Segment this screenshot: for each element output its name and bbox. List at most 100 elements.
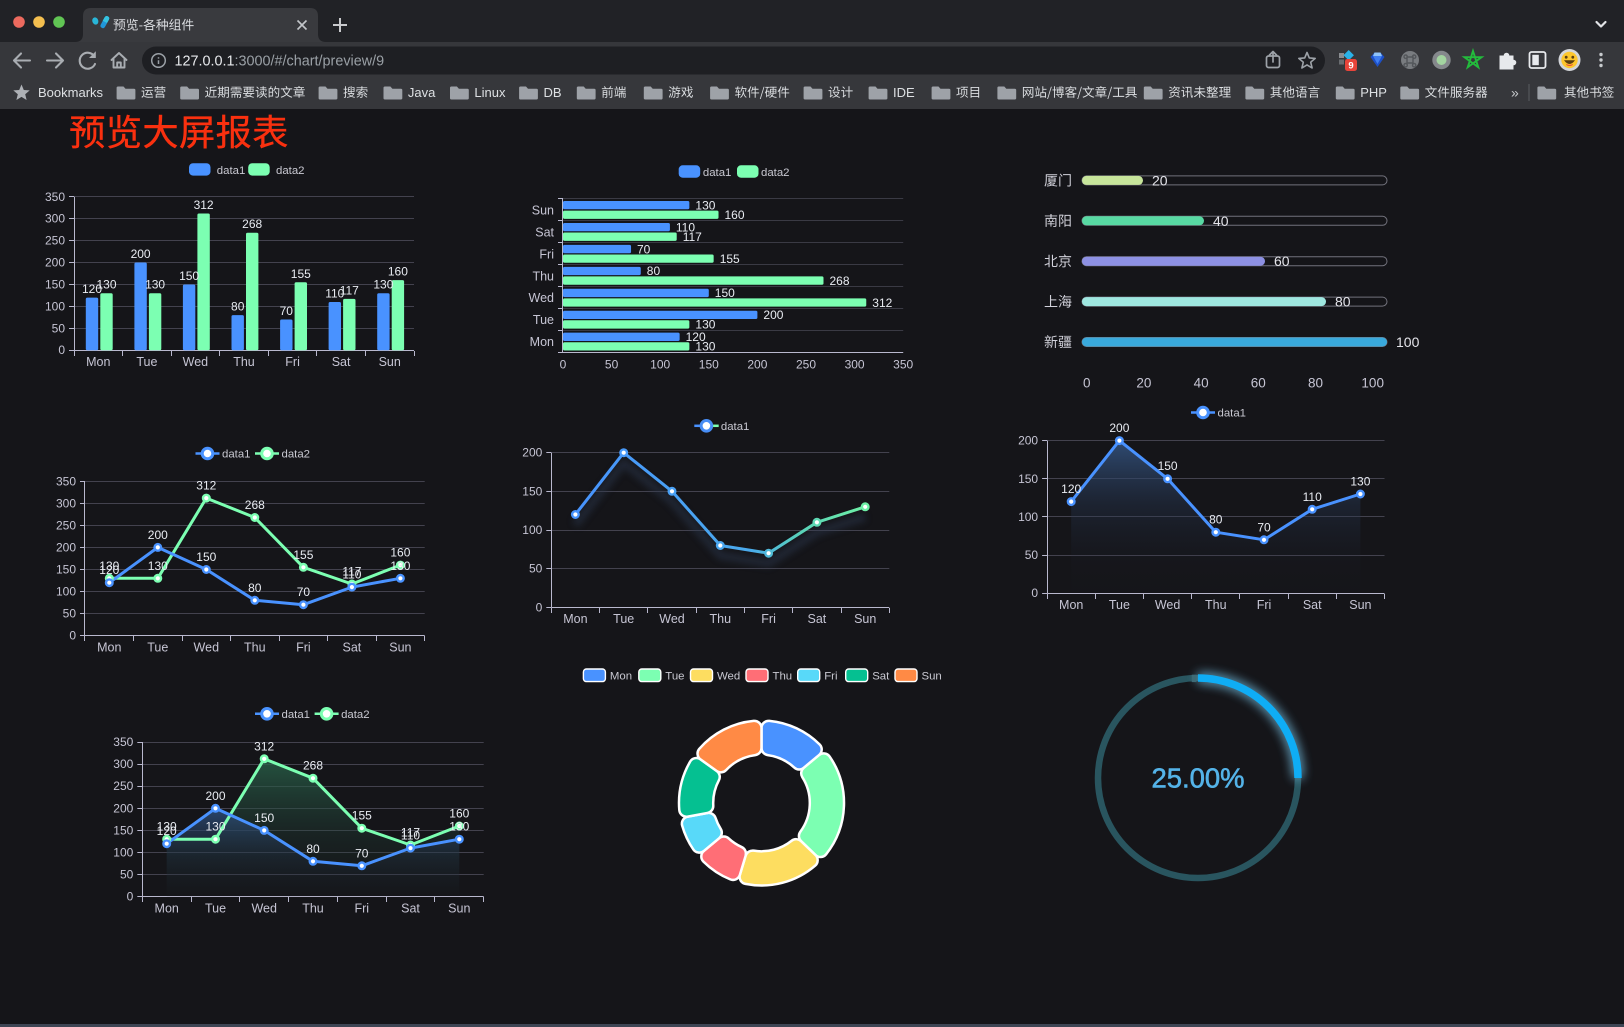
svg-text:Thu: Thu	[773, 670, 793, 682]
svg-text:150: 150	[522, 484, 542, 498]
svg-text:250: 250	[796, 357, 816, 371]
svg-text:50: 50	[605, 357, 619, 371]
svg-text:Tue: Tue	[205, 902, 226, 916]
svg-text:Fri: Fri	[539, 247, 554, 261]
svg-text:0: 0	[1083, 376, 1091, 391]
svg-text:data1: data1	[222, 449, 251, 461]
svg-text:160: 160	[449, 807, 469, 821]
svg-text:data1: data1	[721, 421, 750, 433]
svg-text:130: 130	[148, 559, 168, 573]
svg-text:Thu: Thu	[532, 269, 554, 283]
svg-text:100: 100	[650, 357, 670, 371]
svg-text:130: 130	[390, 559, 410, 573]
svg-text:Tue: Tue	[613, 612, 634, 626]
svg-text:150: 150	[1018, 472, 1038, 486]
svg-text:350: 350	[45, 190, 65, 204]
svg-text:0: 0	[1031, 586, 1038, 600]
svg-text:350: 350	[56, 474, 76, 488]
svg-text:150: 150	[715, 286, 735, 300]
svg-text:150: 150	[254, 811, 274, 825]
svg-text:100: 100	[1018, 510, 1038, 524]
svg-text:155: 155	[291, 267, 311, 281]
svg-text:Tue: Tue	[533, 313, 554, 327]
svg-text:Wed: Wed	[251, 902, 277, 916]
svg-text:Java: Java	[408, 85, 436, 100]
svg-text:300: 300	[113, 757, 133, 771]
svg-text:127.0.0.1:3000/#/chart/preview: 127.0.0.1:3000/#/chart/preview/9	[175, 54, 385, 70]
svg-text:Mon: Mon	[97, 640, 121, 654]
svg-text:80: 80	[248, 581, 262, 595]
svg-text:Mon: Mon	[610, 670, 632, 682]
svg-text:150: 150	[45, 278, 65, 292]
svg-text:Thu: Thu	[710, 612, 732, 626]
svg-text:60: 60	[1251, 376, 1266, 391]
svg-text:100: 100	[56, 585, 76, 599]
svg-text:Sun: Sun	[854, 612, 876, 626]
svg-text:70: 70	[297, 585, 311, 599]
svg-text:100: 100	[113, 846, 133, 860]
svg-text:50: 50	[120, 868, 134, 882]
svg-text:110: 110	[342, 568, 361, 582]
svg-text:0: 0	[69, 629, 76, 643]
svg-text:Thu: Thu	[1205, 598, 1227, 612]
svg-text:117: 117	[683, 230, 702, 244]
svg-text:312: 312	[194, 198, 214, 212]
svg-text:Fri: Fri	[824, 670, 837, 682]
svg-text:130: 130	[449, 820, 469, 834]
svg-text:40: 40	[1213, 213, 1229, 229]
svg-text:Wed: Wed	[194, 640, 220, 654]
svg-text:data2: data2	[276, 165, 305, 177]
svg-text:350: 350	[893, 357, 913, 371]
svg-text:data1: data1	[217, 165, 246, 177]
svg-text:Wed: Wed	[1155, 598, 1181, 612]
svg-text:117: 117	[340, 283, 359, 297]
svg-text:0: 0	[127, 890, 134, 904]
svg-text:250: 250	[56, 518, 76, 532]
svg-text:312: 312	[872, 296, 892, 310]
svg-text:50: 50	[1025, 548, 1039, 562]
svg-text:130: 130	[695, 340, 715, 354]
svg-text:Sun: Sun	[922, 670, 942, 682]
svg-text:200: 200	[131, 247, 151, 261]
svg-text:300: 300	[56, 496, 76, 510]
svg-text:130: 130	[695, 198, 715, 212]
svg-text:120: 120	[82, 282, 102, 296]
svg-text:350: 350	[113, 735, 133, 749]
svg-text:80: 80	[231, 300, 245, 314]
svg-text:130: 130	[145, 278, 165, 292]
svg-text:200: 200	[747, 357, 767, 371]
svg-text:155: 155	[720, 252, 740, 266]
svg-text:Mon: Mon	[530, 335, 554, 349]
svg-text:250: 250	[113, 779, 133, 793]
svg-text:Linux: Linux	[474, 85, 506, 100]
svg-text:50: 50	[529, 562, 543, 576]
svg-text:120: 120	[99, 563, 119, 577]
svg-text:200: 200	[763, 308, 783, 322]
svg-text:200: 200	[522, 446, 542, 460]
svg-text:70: 70	[280, 304, 294, 318]
svg-text:Fri: Fri	[761, 612, 776, 626]
svg-text:9: 9	[1348, 60, 1353, 71]
svg-text:20: 20	[1152, 172, 1168, 188]
svg-text:PHP: PHP	[1360, 85, 1387, 100]
svg-text:200: 200	[45, 256, 65, 270]
svg-text:Mon: Mon	[155, 902, 179, 916]
svg-text:Fri: Fri	[1257, 598, 1272, 612]
svg-text:Sat: Sat	[1303, 598, 1322, 612]
svg-text:Wed: Wed	[717, 670, 740, 682]
svg-text:312: 312	[254, 739, 274, 753]
svg-text:160: 160	[390, 546, 410, 560]
svg-text:120: 120	[686, 330, 706, 344]
svg-text:160: 160	[388, 265, 408, 279]
svg-text:Tue: Tue	[147, 640, 168, 654]
svg-text:150: 150	[699, 357, 719, 371]
svg-text:Sat: Sat	[535, 225, 554, 239]
svg-text:80: 80	[306, 842, 320, 856]
svg-text:50: 50	[63, 607, 77, 621]
svg-text:155: 155	[352, 809, 372, 823]
svg-text:130: 130	[157, 820, 177, 834]
svg-text:0: 0	[560, 357, 567, 371]
svg-text:200: 200	[1018, 434, 1038, 448]
svg-text:130: 130	[99, 559, 119, 573]
svg-text:268: 268	[242, 217, 262, 231]
